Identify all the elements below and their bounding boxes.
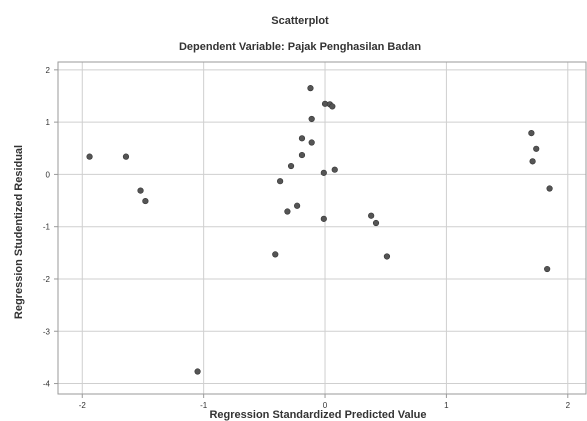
x-tick-label: -1 (200, 401, 208, 410)
chart-title: Scatterplot (271, 15, 329, 27)
scatter-point (122, 153, 130, 160)
scatter-point (528, 130, 535, 137)
scatter-point (294, 202, 301, 209)
y-tick-label: -2 (43, 275, 51, 284)
y-tick-label: -4 (43, 380, 51, 389)
scatter-point (383, 253, 391, 260)
scatter-point (277, 178, 284, 185)
y-tick-label: 2 (46, 66, 51, 75)
x-tick-label: -2 (79, 401, 87, 410)
scatter-point (137, 187, 144, 194)
y-tick-label: 0 (46, 170, 51, 179)
y-axis-ticks: 2 1 0 -1 -2 -3 -4 (43, 66, 58, 389)
plot-frame (57, 61, 587, 395)
x-tick-label: 0 (323, 401, 328, 410)
scatter-point (372, 219, 380, 227)
data-points (86, 85, 553, 375)
scatter-point (298, 135, 306, 142)
chart-subtitle: Dependent Variable: Pajak Penghasilan Ba… (179, 41, 421, 53)
x-tick-label: 1 (444, 401, 449, 410)
scatter-point (284, 208, 291, 215)
scatter-point (142, 197, 149, 205)
scatter-point (308, 115, 315, 123)
scatter-point (529, 158, 536, 165)
scatter-point (533, 145, 540, 152)
y-tick-label: 1 (46, 118, 51, 127)
scatter-point (307, 85, 314, 92)
y-tick-label: -1 (43, 223, 51, 232)
scatter-point (287, 162, 295, 170)
y-tick-label: -3 (43, 327, 51, 336)
x-axis-label: Regression Standardized Predicted Value (209, 409, 426, 421)
grid-lines (58, 62, 586, 394)
scatter-point (331, 166, 338, 173)
scatter-point (368, 212, 375, 219)
scatter-point (298, 151, 306, 159)
scatter-point (320, 215, 327, 222)
scatter-point (546, 185, 553, 192)
x-axis-ticks: -2 -1 0 1 2 (79, 394, 571, 410)
x-tick-label: 2 (566, 401, 571, 410)
scatter-point (320, 169, 327, 176)
scatter-point (86, 153, 93, 160)
scatter-point (329, 103, 336, 110)
scatter-point (308, 139, 315, 146)
scatter-point (272, 251, 279, 258)
scatter-point (194, 368, 201, 375)
scatter-point (544, 265, 551, 273)
y-axis-label: Regression Studentized Residual (13, 145, 25, 319)
